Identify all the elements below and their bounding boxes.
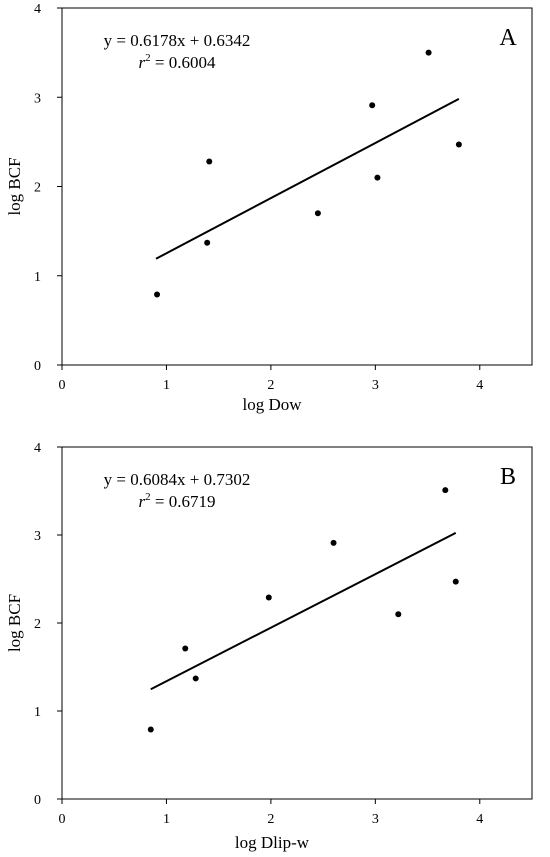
- chart-b-y-tick-label-4: 4: [34, 441, 41, 456]
- chart-b-y-tick-label-2: 2: [34, 617, 41, 632]
- chart-b-point-2: [192, 675, 199, 682]
- chart-a-r-squared: r2 = 0.6004: [139, 52, 216, 72]
- chart-b-point-1: [182, 645, 189, 652]
- chart-a-y-tick-label-0: 0: [34, 359, 41, 374]
- chart-a-x-tick-label-0: 0: [59, 378, 66, 393]
- chart-a-x-tick-label-1: 1: [163, 378, 170, 393]
- chart-b-x-tick-label-2: 2: [267, 812, 274, 827]
- chart-a-point-0: [154, 291, 161, 298]
- chart-b-r-symbol: r: [139, 492, 146, 511]
- chart-a-y-axis-label: log BCF: [5, 157, 24, 215]
- chart-a-r-superscript: 2: [145, 52, 151, 64]
- chart-a-point-7: [455, 141, 462, 148]
- chart-a-y-tick-label-2: 2: [34, 181, 41, 196]
- chart-a-trendline: [155, 97, 460, 260]
- chart-a-panel-label: A: [499, 25, 517, 51]
- chart-a-x-tick-label-4: 4: [476, 378, 483, 393]
- chart-a-point-4: [369, 102, 376, 109]
- chart-a-point-3: [314, 210, 321, 217]
- chart-a-equation: y = 0.6178x + 0.6342: [104, 31, 251, 50]
- chart-b-x-axis-label: log Dlip-w: [235, 833, 310, 852]
- chart-b: 0 1 2 3 4 0 1 2 3 4 log Dlip-w log BCF y = 0.6084x +…: [5, 441, 533, 852]
- chart-a-x-tick-label-3: 3: [372, 378, 379, 393]
- chart-b-equation: y = 0.6084x + 0.7302: [104, 470, 251, 489]
- chart-b-y-axis-label: log BCF: [5, 594, 24, 652]
- chart-b-point-4: [330, 539, 337, 546]
- chart-b-point-0: [147, 726, 154, 733]
- chart-b-panel-label: B: [500, 464, 516, 490]
- chart-b-plot-frame: [61, 446, 533, 800]
- chart-b-point-6: [442, 487, 449, 494]
- chart-a-r-symbol: r: [139, 53, 146, 72]
- chart-a-point-5: [374, 174, 381, 181]
- chart-b-r-squared: r2 = 0.6719: [139, 491, 216, 511]
- chart-b-point-5: [395, 611, 402, 618]
- chart-b-x-tick-label-3: 3: [372, 812, 379, 827]
- chart-b-r-value: = 0.6719: [151, 492, 216, 511]
- chart-b-r-superscript: 2: [145, 491, 151, 503]
- chart-a-x-axis-label: log Dow: [242, 395, 302, 414]
- chart-a-plot-frame: [61, 7, 533, 366]
- chart-b-trendline: [150, 532, 457, 691]
- chart-a-y-tick-label-4: 4: [34, 2, 41, 17]
- chart-a: 0 1 2 3 4 0 1 2 3 4 log Dow log BCF y = 0.6178x + 0.…: [5, 2, 533, 414]
- chart-a-y-tick-label-1: 1: [34, 270, 41, 285]
- chart-a-point-6: [425, 49, 432, 56]
- chart-a-r-value: = 0.6004: [151, 53, 216, 72]
- chart-b-point-7: [452, 578, 459, 585]
- chart-b-y-tick-label-3: 3: [34, 529, 41, 544]
- chart-b-point-3: [265, 594, 272, 601]
- chart-b-y-tick-label-0: 0: [34, 793, 41, 808]
- chart-b-y-tick-label-1: 1: [34, 705, 41, 720]
- chart-b-x-tick-label-1: 1: [163, 812, 170, 827]
- chart-a-x-tick-label-2: 2: [267, 378, 274, 393]
- chart-b-x-tick-label-4: 4: [476, 812, 483, 827]
- chart-a-point-2: [206, 158, 213, 165]
- chart-a-point-1: [204, 239, 211, 246]
- chart-b-x-tick-label-0: 0: [59, 812, 66, 827]
- chart-a-y-tick-label-3: 3: [34, 91, 41, 106]
